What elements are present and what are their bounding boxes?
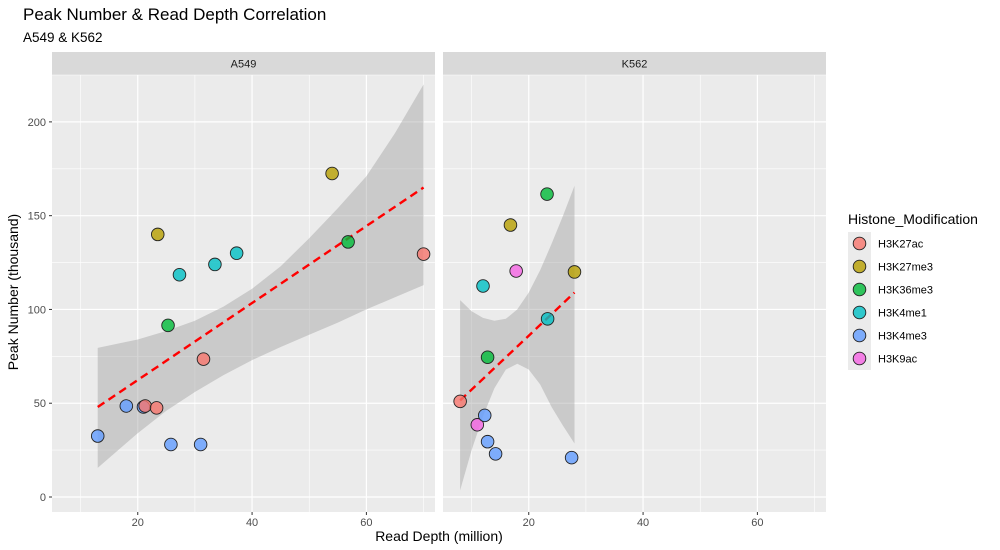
data-point: [503, 218, 518, 232]
data-point: [193, 437, 208, 452]
legend: Histone_Modification H3K27ac H3K27me3 H3K3…: [848, 211, 978, 370]
y-tick-label: 100: [28, 304, 46, 316]
data-point: [161, 318, 175, 333]
legend-swatch: [852, 328, 867, 343]
x-tick-label: 60: [360, 517, 372, 529]
data-point: [164, 437, 178, 452]
data-point: [149, 401, 164, 415]
panel-background: [52, 75, 435, 512]
x-tick-label: 40: [246, 517, 258, 529]
data-point: [341, 235, 355, 249]
x-tick-label: 60: [751, 517, 763, 529]
chart-subtitle: A549 & K562: [23, 30, 103, 45]
facet-panels: A549 20 40 60 K562 20 40 60 0 50 100 150 200: [28, 52, 826, 529]
legend-swatch: [852, 259, 867, 274]
data-point: [567, 265, 582, 279]
data-point: [488, 447, 503, 461]
legend-swatch: [852, 282, 867, 297]
data-point: [416, 247, 431, 261]
x-tick-label: 40: [637, 517, 649, 529]
legend-label: H3K9ac: [878, 354, 918, 366]
y-tick-label: 200: [28, 117, 46, 129]
legend-label: H3K27ac: [878, 239, 924, 251]
panel-a549: A549 20 40 60: [52, 52, 435, 529]
legend-item: H3K4me3: [848, 324, 927, 347]
regression-line: [459, 291, 576, 402]
y-tick-label: 0: [40, 492, 46, 504]
facet-strip: [52, 52, 435, 75]
data-point: [564, 450, 579, 465]
data-point: [138, 399, 152, 413]
x-axis-title: Read Depth (million): [375, 528, 503, 544]
data-point: [229, 246, 244, 260]
legend-label: H3K27me3: [878, 262, 933, 274]
data-point: [480, 434, 495, 449]
legend-swatch: [852, 351, 867, 366]
legend-label: H3K36me3: [878, 285, 933, 297]
data-point: [172, 267, 187, 282]
y-axis-title: Peak Number (thousand): [5, 214, 21, 370]
regression-line: [97, 186, 425, 408]
data-point: [480, 350, 495, 365]
data-point: [208, 257, 222, 272]
legend-item: H3K36me3: [848, 278, 933, 301]
legend-item: H3K4me1: [848, 301, 927, 324]
x-tick-label: 20: [132, 517, 144, 529]
legend-item: H3K27ac: [848, 232, 924, 255]
legend-label: H3K4me1: [878, 308, 927, 320]
data-point: [196, 352, 211, 366]
data-point: [470, 418, 485, 432]
panel-k562: K562 20 40 60: [443, 52, 826, 529]
data-point: [151, 227, 165, 242]
panel-background: [443, 75, 826, 512]
data-point: [453, 394, 467, 409]
confidence-ribbon: [97, 84, 424, 468]
y-tick-label: 150: [28, 211, 46, 223]
chart-title: Peak Number & Read Depth Correlation: [23, 5, 326, 24]
data-point: [477, 408, 492, 423]
legend-swatch: [852, 305, 867, 320]
confidence-ribbon: [460, 185, 575, 491]
data-point: [476, 279, 490, 293]
facet-strip-label: A549: [231, 59, 257, 71]
legend-swatch: [852, 236, 867, 251]
legend-item: H3K9ac: [848, 347, 918, 370]
legend-title: Histone_Modification: [848, 211, 978, 227]
data-point: [90, 429, 105, 443]
data-point: [325, 166, 339, 181]
data-point: [540, 312, 555, 326]
facet-strip-label: K562: [622, 59, 648, 71]
data-point: [119, 399, 134, 413]
facet-strip: [443, 52, 826, 75]
x-tick-label: 20: [523, 517, 535, 529]
data-point: [540, 187, 554, 201]
legend-label: H3K4me3: [878, 331, 927, 343]
y-tick-label: 50: [34, 398, 46, 410]
legend-item: H3K27me3: [848, 255, 933, 278]
data-point: [509, 264, 523, 278]
